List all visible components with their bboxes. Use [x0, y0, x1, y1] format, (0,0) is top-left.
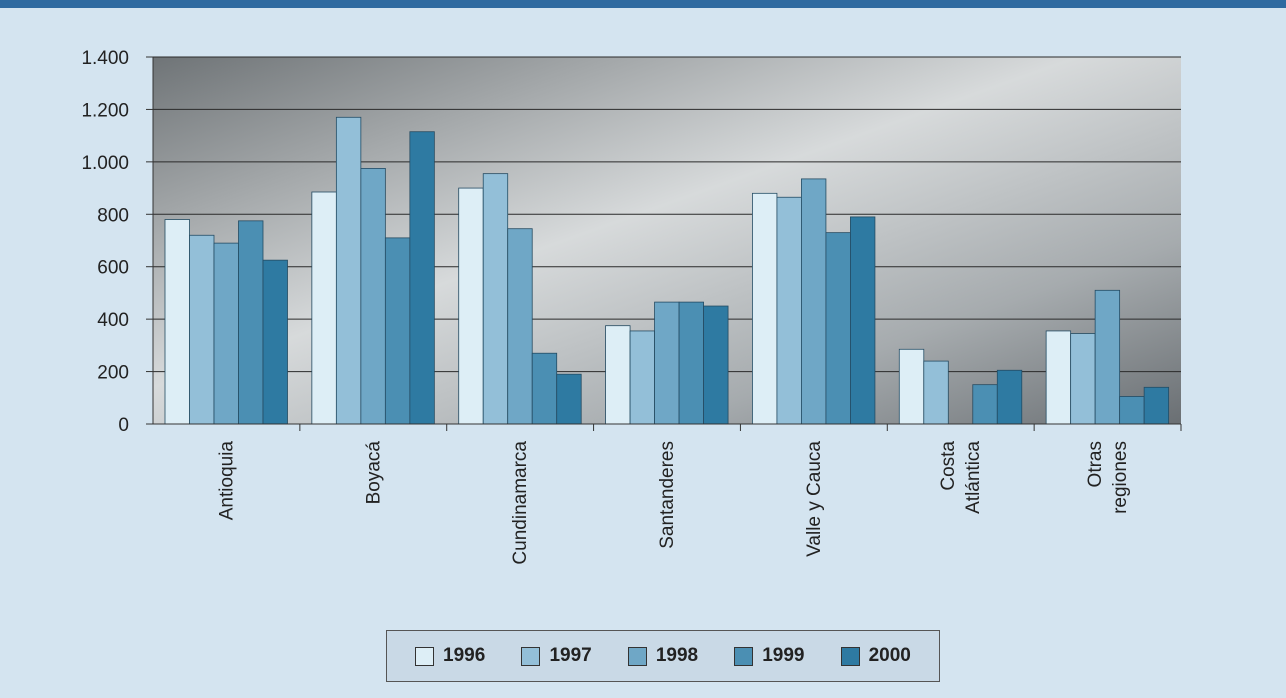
category-label-group: Boyacá [363, 441, 384, 505]
bar-1998-antioquia [213, 242, 239, 425]
legend-label: 1998 [655, 645, 699, 666]
bar-2000-cundinamarca [556, 373, 582, 425]
bar-1999-costa-atl-ntica [972, 384, 998, 425]
bar-1999-cundinamarca [531, 352, 558, 425]
bar-2000-santanderes [703, 305, 729, 425]
bar-1996-valle-y-cauca [752, 192, 778, 425]
bar-1998-cundinamarca [507, 228, 533, 425]
category-label-group: Santanderes [657, 441, 678, 549]
legend-label: 2000 [868, 645, 911, 666]
bar-1997-otras-regiones [1070, 333, 1096, 425]
x-category-label: Cundinamarca [510, 441, 531, 565]
bar-1999-boyac- [384, 237, 411, 425]
category-label-group: Valle y Cauca [804, 441, 825, 557]
bar-1998-otras-regiones [1094, 289, 1121, 425]
legend-item-2000: 2000 [840, 645, 911, 667]
bar-1998-boyac- [360, 168, 386, 425]
y-tick-label: 0 [118, 415, 129, 436]
legend: 1996 1997 1998 1999 2000 [386, 630, 940, 682]
bar-1997-costa-atl-ntica [923, 360, 949, 425]
legend-label: 1999 [762, 645, 805, 666]
bar-1996-cundinamarca [458, 187, 484, 425]
bar-2000-valle-y-cauca [850, 216, 876, 425]
bar-1996-antioquia [164, 219, 190, 425]
x-category-label: regiones [1110, 441, 1131, 514]
axes [146, 56, 1182, 431]
legend-swatch [734, 646, 754, 666]
legend-label: 1996 [443, 645, 486, 666]
top-color-band [0, 0, 1286, 8]
y-tick-label: 600 [97, 258, 129, 279]
category-label-group: Antioquia [216, 441, 237, 521]
bar-2000-costa-atl-ntica [996, 369, 1023, 425]
y-tick-label: 1.000 [81, 153, 129, 174]
bar-1996-boyac- [311, 191, 337, 425]
y-tick-label: 400 [97, 310, 129, 331]
bar-1998-valle-y-cauca [801, 178, 827, 425]
bar-1999-santanderes [678, 301, 704, 425]
bar-1997-cundinamarca [482, 173, 509, 425]
bar-1998-santanderes [654, 301, 680, 425]
bar-1999-valle-y-cauca [825, 232, 851, 425]
bar-chart: 0 200 400 600 800 1.000 1.200 1.400 Antioquia Boy… [81, 48, 1182, 565]
legend-item-1999: 1999 [734, 645, 805, 667]
bar-1997-boyac- [335, 116, 362, 425]
x-category-label: Costa [938, 441, 959, 491]
legend-swatch [627, 646, 647, 666]
category-label-group: Costa Atlántica [938, 441, 984, 514]
x-category-label: Otras [1085, 441, 1106, 487]
bars [164, 116, 1170, 425]
bar-2000-antioquia [262, 259, 288, 425]
bar-2000-otras-regiones [1143, 386, 1170, 425]
legend-label: 1997 [549, 645, 592, 666]
bar-1999-antioquia [238, 220, 264, 425]
legend-swatch [840, 646, 860, 666]
bar-1997-santanderes [629, 330, 655, 425]
bar-2000-boyac- [409, 131, 435, 425]
legend-swatch [521, 646, 541, 666]
legend-item-1996: 1996 [415, 645, 485, 667]
bar-1999-otras-regiones [1119, 396, 1145, 425]
x-category-label: Santanderes [657, 441, 678, 549]
legend-swatch [415, 646, 435, 666]
y-tick-label: 1.200 [81, 100, 129, 121]
bar-1996-santanderes [605, 325, 631, 425]
y-tick-label: 1.400 [81, 48, 129, 69]
bar-1996-otras-regiones [1045, 330, 1072, 425]
bar-1997-antioquia [189, 234, 215, 425]
category-label-group: Cundinamarca [510, 441, 531, 565]
x-category-label: Atlántica [963, 441, 984, 514]
category-label-group: Otras regiones [1085, 441, 1131, 514]
y-tick-label: 200 [97, 363, 129, 384]
bar-1996-costa-atl-ntica [898, 348, 925, 425]
x-category-label: Valle y Cauca [804, 441, 825, 557]
legend-item-1998: 1998 [627, 645, 699, 667]
legend-item-1997: 1997 [521, 645, 592, 667]
y-tick-label: 800 [97, 205, 129, 226]
bar-1997-valle-y-cauca [776, 196, 802, 425]
labels: 0 200 400 600 800 1.000 1.200 1.400 Antioquia Boy… [81, 48, 1131, 565]
x-category-label: Antioquia [216, 441, 237, 521]
x-category-label: Boyacá [363, 441, 384, 505]
